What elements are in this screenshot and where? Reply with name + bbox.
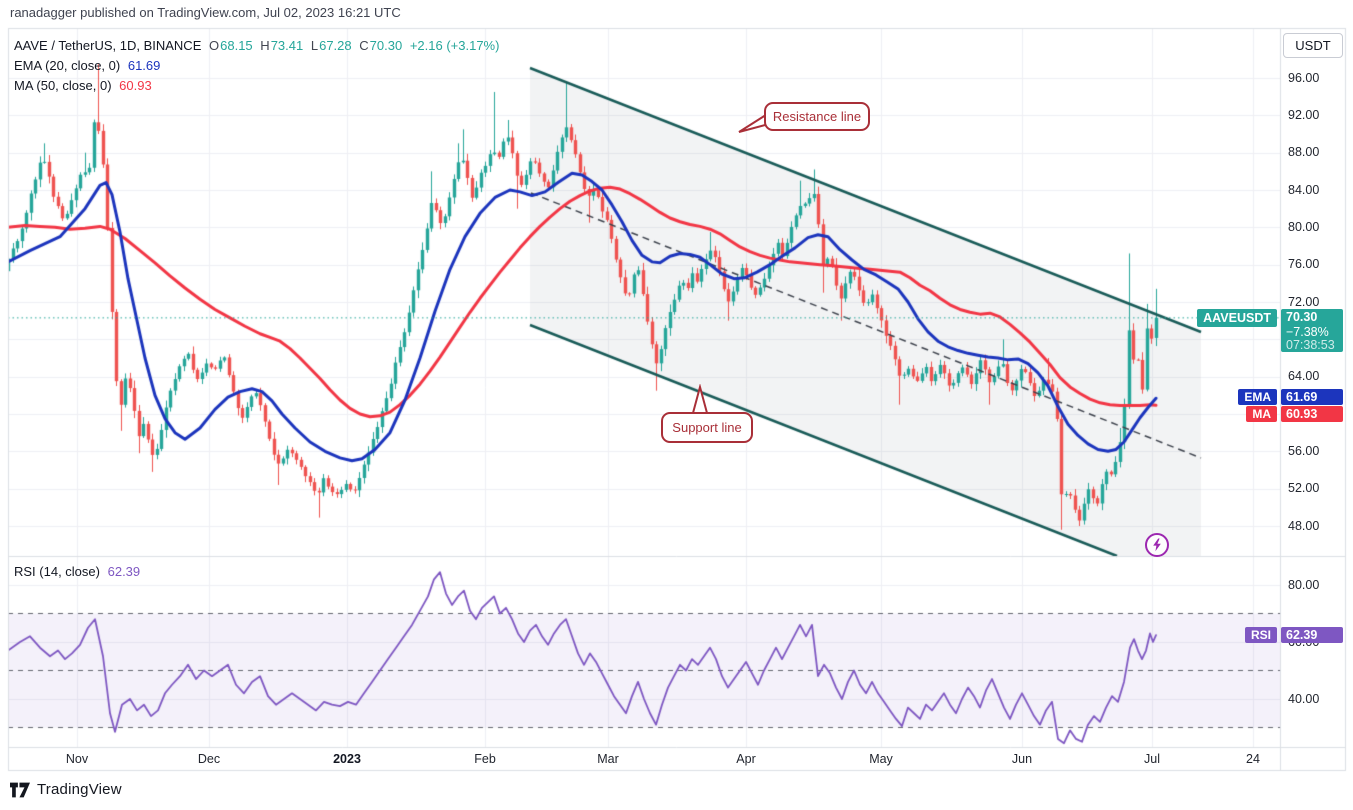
symbol-title: AAVE / TetherUS, 1D, BINANCE <box>14 38 202 53</box>
price-tick-label: 76.00 <box>1288 257 1320 272</box>
time-tick-label: Jun <box>1011 752 1033 766</box>
tradingview-logo[interactable]: TradingView <box>10 781 122 798</box>
legend-rsi-row[interactable]: RSI (14, close) 62.39 <box>14 564 144 579</box>
time-tick-label: Mar <box>597 752 619 766</box>
price-tick-label: 84.00 <box>1288 182 1320 197</box>
price-tick-label: 96.00 <box>1288 70 1320 85</box>
time-tick-label: Apr <box>736 752 756 766</box>
high-label: H <box>260 38 270 53</box>
rsi-tick-label: 80.00 <box>1288 577 1320 592</box>
price-tick-label: 52.00 <box>1288 481 1320 496</box>
time-tick-label: 24 <box>1246 752 1260 766</box>
last-price-value: 70.30 <box>1286 310 1318 324</box>
resistance-callout[interactable]: Resistance line <box>764 102 870 131</box>
lightning-icon <box>1153 538 1161 552</box>
rsi-axis-badge: 62.39 <box>1281 627 1343 643</box>
low-label: L <box>310 38 319 53</box>
price-change-percent: −7.38% <box>1286 325 1329 339</box>
rsi-axis-tag: RSI <box>1244 627 1277 643</box>
price-tick-label: 72.00 <box>1288 294 1320 309</box>
rsi-label: RSI (14, close) <box>14 564 100 579</box>
price-tick-label: 64.00 <box>1288 369 1320 384</box>
ema-axis-tag: EMA <box>1238 389 1277 405</box>
open-label: O <box>209 38 220 53</box>
price-tick-label: 88.00 <box>1288 145 1320 160</box>
price-tick-label: 92.00 <box>1288 107 1320 122</box>
rsi-value: 62.39 <box>107 564 141 579</box>
time-tick-label: Dec <box>197 752 221 766</box>
lightning-button[interactable] <box>1145 533 1169 557</box>
publish-watermark: ranadagger published on TradingView.com,… <box>10 5 401 20</box>
tradingview-logo-text: TradingView <box>37 781 122 798</box>
close-value: 70.30 <box>369 38 403 53</box>
time-tick-label: Nov <box>65 752 89 766</box>
legend-ema-row[interactable]: EMA (20, close, 0) 61.69 <box>14 58 164 73</box>
change-value: +2.16 (+3.17%) <box>409 38 500 53</box>
last-price-badge: 70.30 −7.38% 07:38:53 <box>1281 309 1343 352</box>
support-callout-tail <box>691 384 709 414</box>
price-tick-label: 80.00 <box>1288 219 1320 234</box>
price-tick-label: 48.00 <box>1288 518 1320 533</box>
ma-axis-badge: 60.93 <box>1281 406 1343 422</box>
support-callout[interactable]: Support line <box>661 412 753 443</box>
ma-value: 60.93 <box>119 78 152 93</box>
legend-symbol-row[interactable]: AAVE / TetherUS, 1D, BINANCE O68.15 H73.… <box>14 38 503 53</box>
close-label: C <box>359 38 369 53</box>
symbol-price-tag: AAVEUSDT <box>1197 309 1277 327</box>
time-tick-label: Feb <box>474 752 496 766</box>
rsi-tick-label: 40.00 <box>1288 691 1320 706</box>
open-value: 68.15 <box>220 38 253 53</box>
time-tick-label: 2023 <box>333 752 361 766</box>
high-value: 73.41 <box>270 38 304 53</box>
low-value: 67.28 <box>319 38 352 53</box>
tradingview-glyph-icon <box>10 782 30 797</box>
ema-axis-badge: 61.69 <box>1281 389 1343 405</box>
ema-value: 61.69 <box>127 58 161 73</box>
bar-countdown: 07:38:53 <box>1286 338 1335 352</box>
legend-ma-row[interactable]: MA (50, close, 0) 60.93 <box>14 78 156 93</box>
price-tick-label: 56.00 <box>1288 443 1320 458</box>
ma-label: MA (50, close, 0) <box>14 78 112 93</box>
ma-axis-tag: MA <box>1246 406 1277 422</box>
time-tick-label: Jul <box>1144 752 1160 766</box>
time-tick-label: May <box>869 752 893 766</box>
ema-label: EMA (20, close, 0) <box>14 58 121 73</box>
currency-usdt-button[interactable]: USDT <box>1283 33 1343 58</box>
